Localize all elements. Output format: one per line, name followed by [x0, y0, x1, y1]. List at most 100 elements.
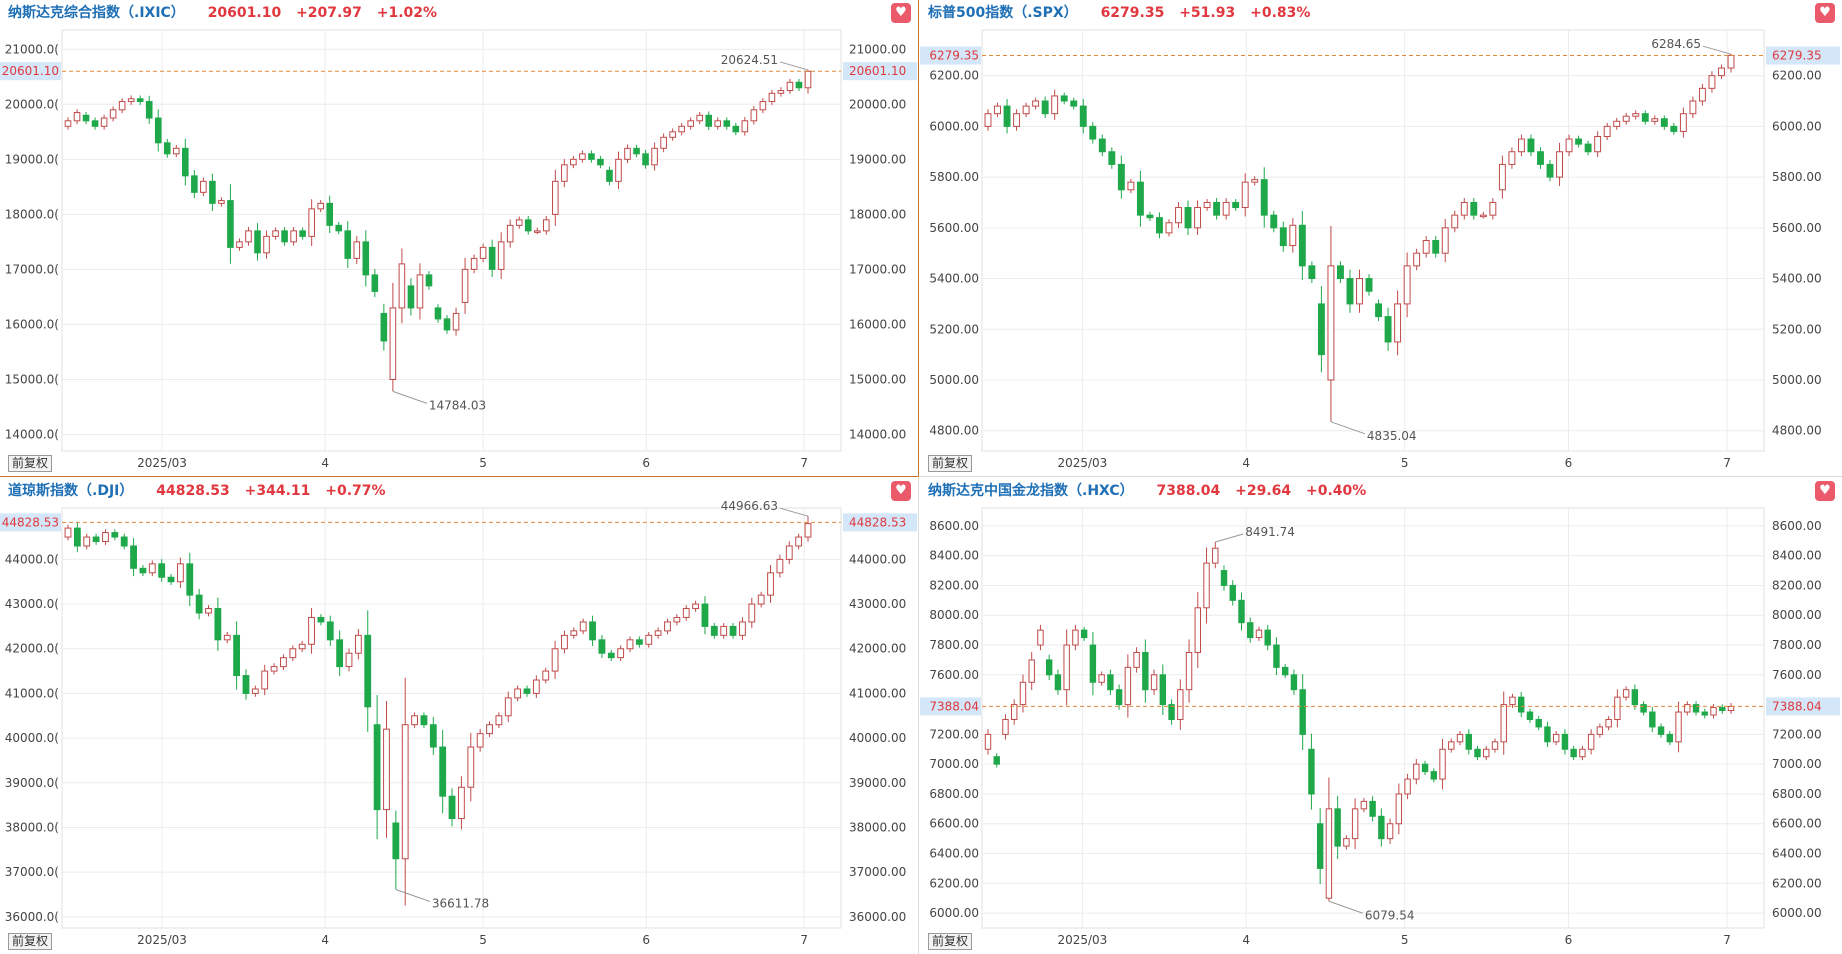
- index-name[interactable]: 道琼斯指数（.DJI）: [8, 483, 134, 499]
- candle-body: [1675, 711, 1682, 743]
- candle: [91, 117, 99, 130]
- candle-body: [1378, 815, 1385, 840]
- candle-body: [458, 786, 465, 820]
- candle-body: [664, 621, 671, 632]
- index-price: 6279.35: [1100, 5, 1165, 21]
- current-price-tag-right: [1766, 697, 1840, 716]
- candle: [1124, 654, 1132, 718]
- index-name[interactable]: 标普500指数（.SPX）: [928, 5, 1078, 21]
- y-tick-right: 6200.00: [1772, 69, 1822, 83]
- candle-body: [186, 563, 194, 596]
- candle: [254, 223, 261, 261]
- candle: [407, 278, 415, 316]
- candle-body: [1465, 733, 1472, 750]
- candle: [488, 239, 496, 278]
- adjust-button[interactable]: 前复权: [8, 933, 53, 950]
- candle: [1177, 679, 1184, 730]
- candle-body: [993, 756, 1000, 765]
- candle: [1527, 134, 1535, 157]
- candle: [205, 605, 212, 617]
- candle: [1127, 178, 1135, 194]
- candle-body: [523, 688, 531, 694]
- candle: [748, 597, 756, 629]
- candle: [804, 516, 812, 542]
- candle-body: [308, 208, 315, 237]
- candle-body: [1456, 733, 1464, 743]
- chart-panel-dji[interactable]: 道琼斯指数（.DJI） 44828.53 +344.11 +0.77% ♥ 44…: [0, 478, 919, 954]
- low-label: 6079.54: [1365, 908, 1415, 922]
- candle-body: [233, 634, 241, 677]
- candle-body: [158, 563, 166, 578]
- y-tick-left: 6800.00: [929, 787, 979, 801]
- candle: [1587, 729, 1595, 755]
- adjust-button[interactable]: 前复权: [928, 933, 973, 950]
- candle: [701, 596, 709, 635]
- candle: [371, 269, 379, 298]
- candle: [1308, 261, 1316, 283]
- candle-body: [64, 120, 72, 127]
- y-tick-right: 4800.00: [1772, 424, 1822, 438]
- index-price: 20601.10: [207, 5, 282, 21]
- chart-panel-hxc[interactable]: 纳斯达克中国金龙指数（.HXC） 7388.04 +29.64 +0.40% ♥…: [920, 478, 1842, 954]
- current-price-label-right: 44828.53: [849, 515, 906, 529]
- candlestick-chart[interactable]: 8600.00 8600.00 8400.00 8400.00 8200.00 8200.…: [920, 478, 1842, 954]
- candle-body: [1613, 120, 1621, 127]
- y-tick-left: 19000.0(: [5, 152, 59, 166]
- favorite-heart-icon[interactable]: ♥: [1815, 3, 1835, 23]
- candle-body: [298, 643, 306, 650]
- index-name[interactable]: 纳斯达克综合指数（.IXIC）: [8, 5, 185, 21]
- adjust-button[interactable]: 前复权: [928, 455, 973, 472]
- candle: [308, 608, 315, 654]
- adjust-button[interactable]: 前复权: [8, 455, 53, 472]
- candlestick-chart[interactable]: 6200.00 6200.00 6000.00 6000.00 5800.00 5800.…: [920, 0, 1842, 477]
- candle-body: [732, 125, 740, 133]
- candle: [1184, 200, 1192, 235]
- candle-body: [1041, 100, 1049, 115]
- candlestick-chart[interactable]: 44000.0(44000.00 43000.0(43000.00 42000.0(…: [0, 478, 919, 954]
- candle-body: [272, 230, 279, 237]
- candle: [289, 645, 297, 662]
- candlestick-chart[interactable]: 21000.0(21000.00 20000.0(20000.00 19000.0(…: [0, 0, 919, 477]
- candle-body: [542, 219, 550, 232]
- candle: [1727, 54, 1735, 73]
- candle-body: [392, 822, 400, 860]
- candle: [1037, 624, 1044, 651]
- chart-panel-ixic[interactable]: 纳斯达克综合指数（.IXIC） 20601.10 +207.97 +1.02% …: [0, 0, 919, 477]
- candle-body: [767, 572, 774, 596]
- current-price-tag-right: [843, 513, 917, 532]
- high-leader: [1215, 533, 1244, 543]
- candle-body: [570, 158, 577, 166]
- candle: [579, 150, 586, 163]
- candle-body: [261, 670, 269, 690]
- candle-body: [1251, 179, 1259, 183]
- y-tick-left: 6000.00: [929, 906, 979, 920]
- candle: [651, 142, 658, 171]
- candle: [579, 618, 587, 635]
- candle: [92, 533, 100, 545]
- y-tick-left: 20000.0(: [5, 97, 59, 111]
- candle: [120, 533, 128, 550]
- favorite-heart-icon[interactable]: ♥: [1815, 481, 1835, 501]
- candle-body: [506, 224, 514, 243]
- candle: [111, 529, 119, 541]
- index-name[interactable]: 纳斯达克中国金龙指数（.HXC）: [928, 483, 1134, 499]
- candle-body: [1177, 689, 1184, 720]
- candle: [1448, 738, 1455, 753]
- candle-body: [434, 307, 442, 320]
- candle: [1279, 221, 1287, 252]
- favorite-heart-icon[interactable]: ♥: [891, 481, 911, 501]
- candle-body: [1369, 800, 1376, 817]
- current-price-tag-right: [1766, 46, 1840, 65]
- candle: [1212, 541, 1219, 569]
- candle: [664, 618, 671, 635]
- candle: [1150, 669, 1158, 695]
- favorite-heart-icon[interactable]: ♥: [891, 3, 911, 23]
- y-tick-right: 6600.00: [1772, 817, 1822, 831]
- candle: [1489, 198, 1497, 220]
- y-tick-left: 6000.00: [929, 119, 979, 133]
- candle-body: [1270, 214, 1278, 229]
- chart-panel-spx[interactable]: 标普500指数（.SPX） 6279.35 +51.93 +0.83% ♥ 62…: [920, 0, 1842, 477]
- candle: [1089, 121, 1097, 144]
- candle-body: [1325, 808, 1333, 899]
- candle: [741, 116, 749, 136]
